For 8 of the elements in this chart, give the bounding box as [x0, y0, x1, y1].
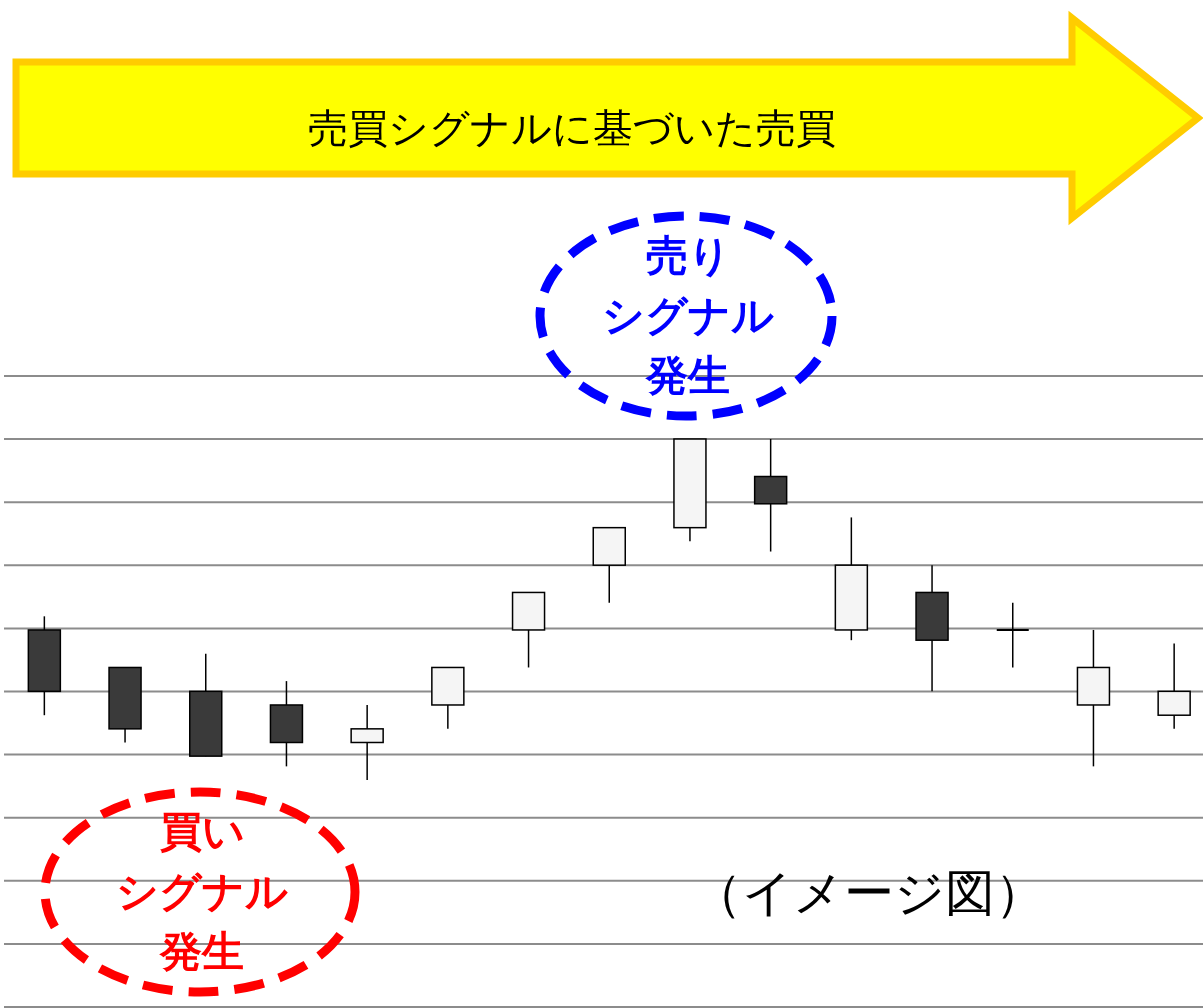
text: 発生	[159, 927, 244, 976]
text: 売買シグナルに基づいた売買	[308, 105, 836, 151]
text: 発生	[645, 351, 730, 400]
text: 売り	[645, 231, 731, 280]
text: シグナル	[116, 867, 288, 916]
text: （イメージ図）	[691, 864, 1045, 922]
text: シグナル	[602, 291, 774, 340]
text: 買い	[159, 807, 245, 856]
